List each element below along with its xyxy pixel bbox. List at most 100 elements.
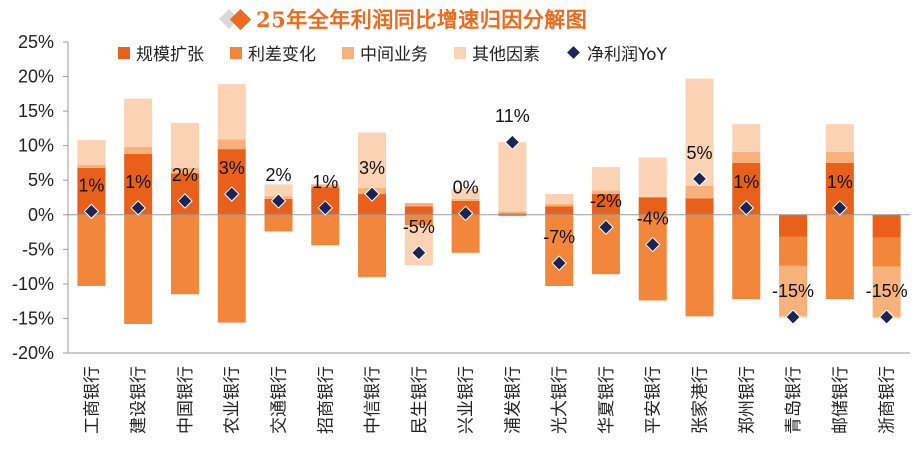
category-label: 张家港行 bbox=[691, 366, 711, 434]
bar-segment-2 bbox=[825, 214, 854, 300]
category-label: 兴业银行 bbox=[457, 366, 477, 434]
bar-segment-2 bbox=[498, 214, 527, 217]
legend-item-other: 其他因素 bbox=[454, 40, 540, 65]
yoy-marker bbox=[223, 186, 240, 202]
bar-segment-1 bbox=[591, 194, 620, 215]
yoy-marker bbox=[598, 219, 614, 235]
bar-segment-3 bbox=[591, 190, 620, 195]
bar-segment-2 bbox=[264, 214, 293, 232]
bar-segment-3 bbox=[872, 266, 901, 318]
bar-segment-3 bbox=[732, 151, 761, 163]
legend-label: 净利润YoY bbox=[587, 45, 667, 65]
yoy-marker bbox=[130, 200, 146, 216]
category-label: 建设银行 bbox=[129, 366, 149, 434]
bar-segment-3 bbox=[311, 184, 340, 188]
bar-segment-1 bbox=[779, 214, 808, 237]
category-label: 光大银行 bbox=[550, 366, 570, 434]
yoy-markers bbox=[83, 134, 895, 325]
yoy-label: 0% bbox=[453, 177, 479, 197]
bar-segment-3 bbox=[638, 196, 667, 198]
y-tick-label: 15% bbox=[18, 101, 54, 121]
bar-segment-1 bbox=[638, 197, 667, 215]
category-label: 农业银行 bbox=[223, 366, 243, 434]
bar-segment-1 bbox=[872, 214, 901, 238]
bar-segment-3 bbox=[217, 139, 246, 150]
bar-segment-2 bbox=[404, 214, 433, 226]
bar-segment-2 bbox=[732, 214, 761, 300]
category-label: 浦发银行 bbox=[503, 366, 523, 434]
category-label: 工商银行 bbox=[82, 366, 102, 434]
bar-segment-1 bbox=[498, 213, 527, 215]
y-tick-label: -10% bbox=[12, 274, 54, 294]
yoy-label: 2% bbox=[265, 165, 291, 185]
bar-segment-1 bbox=[685, 198, 714, 215]
yoy-marker bbox=[83, 203, 100, 220]
legend-label: 其他因素 bbox=[472, 45, 540, 65]
legend: 规模扩张 利差变化 中间业务 其他因素 净利润YoY bbox=[118, 40, 693, 65]
bar-segment-4 bbox=[217, 84, 246, 140]
category-label: 浙商银行 bbox=[878, 366, 898, 434]
legend-item-yoy: 净利润YoY bbox=[566, 40, 667, 65]
bar-segment-3 bbox=[545, 203, 574, 207]
bar-segment-1 bbox=[358, 194, 387, 215]
yoy-label: 3% bbox=[219, 158, 245, 178]
legend-item-spread: 利差变化 bbox=[230, 40, 316, 65]
yoy-marker bbox=[644, 236, 661, 253]
yoy-marker bbox=[878, 309, 895, 325]
category-label: 青岛银行 bbox=[784, 366, 804, 434]
yoy-label: -4% bbox=[637, 208, 669, 228]
bar-segment-4 bbox=[825, 124, 854, 152]
legend-item-fee: 中间业务 bbox=[342, 40, 428, 65]
category-label: 中国银行 bbox=[176, 366, 196, 434]
bar-segment-4 bbox=[685, 78, 714, 186]
legend-swatch bbox=[118, 46, 130, 59]
bar-segment-1 bbox=[545, 206, 574, 215]
chart-title: 25年全年利润同比增速归因分解图 bbox=[256, 7, 588, 32]
bar-segment-1 bbox=[217, 149, 246, 215]
category-label: 招商银行 bbox=[316, 366, 336, 434]
bar-segment-2 bbox=[358, 214, 387, 277]
category-label: 中信银行 bbox=[363, 366, 383, 434]
legend-swatch bbox=[454, 46, 466, 59]
yoy-label: 1% bbox=[125, 172, 151, 192]
bar-segment-2 bbox=[170, 214, 199, 295]
bar-segment-4 bbox=[170, 122, 199, 168]
yoy-label: -2% bbox=[590, 191, 622, 211]
category-label: 交通银行 bbox=[270, 366, 290, 434]
yoy-label: -7% bbox=[543, 227, 575, 247]
y-tick-label: 5% bbox=[28, 170, 54, 190]
bar-segment-4 bbox=[264, 184, 293, 197]
bar-segment-3 bbox=[685, 185, 714, 199]
yoy-label: 1% bbox=[733, 172, 759, 192]
bar-segment-3 bbox=[779, 265, 808, 317]
yoy-marker bbox=[270, 193, 287, 209]
yoy-labels: 1% 1% 2% 3% 2% 1% 3% -5% 0% 11% -7% -2% -4% 5% 1% -15% 1… bbox=[78, 106, 907, 301]
legend-diamond-icon bbox=[567, 46, 580, 59]
bar-segment-4 bbox=[638, 157, 667, 197]
bar-segment-2 bbox=[545, 214, 574, 286]
y-tick-label: 10% bbox=[18, 136, 54, 156]
bar-segment-3 bbox=[825, 151, 854, 163]
x-axis-labels: 工商银行 建设银行 中国银行 农业银行 交通银行 招商银行 中信银行 民生银行 兴业银行 浦发银行… bbox=[82, 366, 897, 434]
bar-segment-2 bbox=[872, 237, 901, 267]
yoy-marker bbox=[551, 255, 567, 271]
bar-segment-1 bbox=[404, 206, 433, 215]
title-diamond-icon bbox=[229, 8, 252, 30]
y-tick-label: 20% bbox=[18, 67, 54, 87]
yoy-marker bbox=[504, 134, 521, 150]
bar-segment-4 bbox=[358, 132, 387, 188]
legend-label: 规模扩张 bbox=[136, 45, 204, 65]
bar-segment-3 bbox=[124, 147, 153, 154]
legend-swatch bbox=[342, 46, 354, 59]
bar-segment-2 bbox=[685, 214, 714, 317]
bar-segment-3 bbox=[170, 167, 199, 174]
y-tick-label: 25% bbox=[18, 32, 54, 52]
legend-swatch bbox=[230, 46, 242, 59]
bar-segment-3 bbox=[77, 165, 106, 168]
yoy-marker bbox=[832, 200, 848, 216]
yoy-marker bbox=[457, 205, 474, 222]
y-tick-label: -5% bbox=[22, 239, 54, 259]
bar-segment-4 bbox=[545, 194, 574, 204]
yoy-marker bbox=[364, 186, 380, 202]
legend-item-scale: 规模扩张 bbox=[118, 40, 204, 65]
